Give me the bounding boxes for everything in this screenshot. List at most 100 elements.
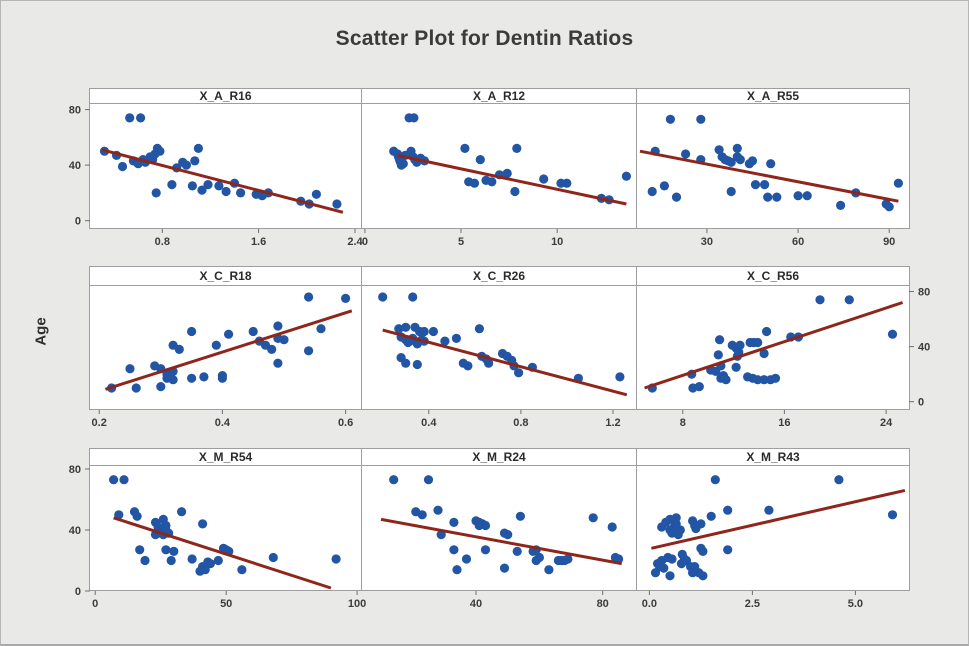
panel-X_A_R55: X_A_R55 30 60 90 — [636, 88, 910, 248]
data-point — [389, 475, 399, 485]
trend-line — [104, 309, 353, 391]
trend-line — [380, 517, 622, 566]
data-point — [766, 159, 776, 169]
data-point — [607, 522, 617, 532]
data-point — [731, 362, 741, 372]
x-axis-ticks: 0 50 100 — [92, 591, 366, 610]
data-point — [398, 159, 408, 169]
x-tick-label: 0.8 — [513, 417, 528, 429]
data-point — [161, 545, 171, 555]
data-point — [815, 295, 825, 305]
data-point — [615, 372, 625, 382]
panel-title: X_A_R16 — [90, 89, 361, 104]
trend-line — [382, 328, 628, 397]
data-point — [190, 156, 200, 166]
data-points — [389, 113, 631, 205]
data-point — [408, 292, 418, 302]
data-point — [203, 180, 213, 190]
data-point — [331, 554, 341, 564]
x-tick-label: 30 — [701, 236, 713, 248]
data-point — [224, 329, 234, 339]
y-axis-ticks: 0 40 80 — [69, 105, 90, 228]
data-point — [409, 113, 419, 123]
data-point — [428, 326, 438, 337]
data-point — [268, 552, 278, 563]
x-tick-label: 8 — [680, 417, 686, 429]
x-tick-label: 1.2 — [605, 417, 620, 429]
x-tick-label: 0.0 — [642, 598, 657, 610]
panel-plot: 0 50 100 0 40 80 — [69, 464, 367, 610]
data-point — [681, 149, 691, 159]
panel-X_A_R16: X_A_R16 0.8 1.6 2.4 0 40 80 — [69, 88, 364, 248]
data-point — [131, 383, 141, 393]
data-point — [316, 324, 326, 334]
data-point — [169, 546, 179, 556]
data-point — [460, 143, 470, 153]
x-tick-label: 40 — [470, 598, 482, 610]
x-tick-label: 24 — [880, 417, 893, 429]
data-point — [621, 171, 631, 181]
data-point — [721, 375, 731, 385]
trend-line — [397, 153, 627, 206]
data-point — [726, 157, 736, 167]
data-point — [844, 295, 854, 305]
data-point — [480, 520, 491, 531]
data-point — [200, 565, 210, 575]
y-tick-label: 40 — [69, 525, 81, 537]
panel-X_M_R43: X_M_R43 0.0 2.5 5.0 — [636, 448, 910, 610]
y-axis-label: Age — [32, 317, 50, 346]
data-point — [836, 200, 846, 210]
y-tick-label: 0 — [75, 216, 81, 228]
x-axis-ticks: 40 80 — [470, 591, 609, 610]
data-point — [588, 513, 598, 523]
data-point — [696, 519, 706, 529]
data-point — [423, 475, 434, 485]
data-point — [181, 160, 191, 170]
x-tick-label: 0.4 — [421, 417, 437, 429]
data-point — [267, 344, 277, 354]
data-point — [237, 565, 247, 575]
data-points — [389, 475, 624, 575]
data-point — [510, 186, 520, 197]
data-point — [114, 510, 124, 520]
data-point — [763, 192, 773, 202]
data-point — [753, 375, 763, 385]
data-point — [647, 186, 657, 197]
data-point — [135, 545, 145, 555]
data-point — [125, 113, 135, 123]
data-point — [151, 188, 161, 198]
x-tick-label: 80 — [597, 598, 609, 610]
data-point — [671, 192, 682, 202]
panel-title: X_M_R43 — [637, 449, 909, 466]
data-points — [647, 114, 903, 212]
data-point — [659, 181, 669, 191]
trend-line — [644, 301, 904, 390]
data-point — [213, 555, 223, 566]
data-points — [647, 295, 898, 393]
y-tick-label: 40 — [69, 160, 81, 172]
data-point — [205, 559, 215, 569]
data-point — [187, 373, 197, 383]
data-point — [698, 571, 708, 581]
x-tick-label: 0 — [92, 598, 98, 610]
data-point — [714, 145, 724, 155]
panel-title: X_A_R55 — [637, 89, 909, 104]
x-tick-label: 1.6 — [251, 236, 266, 248]
data-point — [503, 530, 513, 540]
data-point — [187, 326, 197, 337]
data-point — [884, 202, 894, 212]
panel-title: X_A_R12 — [362, 89, 636, 104]
trend-line — [101, 148, 344, 214]
data-point — [304, 292, 314, 302]
data-point — [199, 372, 209, 382]
data-point — [713, 350, 723, 360]
data-point — [562, 178, 572, 188]
data-point — [750, 180, 761, 190]
x-tick-label: 0 — [362, 236, 368, 248]
data-point — [187, 554, 197, 564]
y-tick-label: 0 — [918, 397, 924, 409]
x-axis-ticks: 30 60 90 — [701, 229, 895, 248]
data-point — [174, 344, 184, 354]
y-tick-label: 80 — [69, 464, 81, 476]
data-point — [887, 510, 898, 520]
